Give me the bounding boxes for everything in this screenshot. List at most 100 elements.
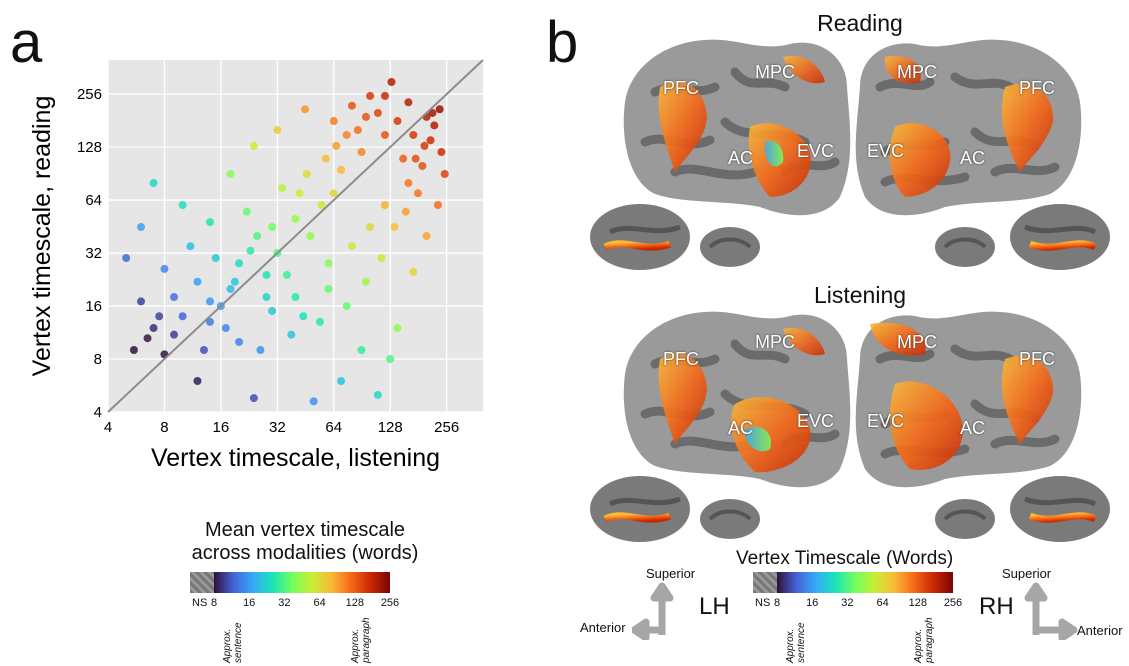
scatter-point bbox=[324, 259, 333, 268]
reading-title: Reading bbox=[817, 10, 903, 36]
colorbar-b-gradient bbox=[777, 572, 953, 593]
colorbar-a-tick-label: 128 bbox=[345, 597, 364, 609]
scatter-point bbox=[137, 222, 146, 231]
scatter-point bbox=[278, 183, 287, 192]
colorbar-a-tick-label: 8 bbox=[210, 597, 218, 609]
scatter-point bbox=[347, 101, 356, 110]
scatter-point bbox=[178, 312, 187, 321]
scatter-point bbox=[366, 222, 375, 231]
roi-label-mpc-right-listening: MPC bbox=[897, 332, 937, 352]
scatter-point bbox=[437, 148, 446, 157]
orientation-right-superior: Superior bbox=[1002, 566, 1052, 581]
scatter-point bbox=[342, 130, 351, 139]
listening-left-flatmap bbox=[623, 311, 851, 488]
scatter-plot: 4 8 16 32 64 128 256 4 8 16 32 64 128 256 Vertex time… bbox=[28, 59, 484, 472]
colorbar-b-tick-label: 64 bbox=[876, 597, 889, 609]
x-tick-label: 8 bbox=[160, 419, 168, 436]
x-tick-label: 256 bbox=[434, 419, 459, 436]
scatter-point bbox=[301, 105, 310, 114]
scatter-point bbox=[226, 284, 235, 293]
scatter-point bbox=[422, 232, 431, 240]
scatter-point bbox=[282, 271, 291, 280]
y-tick-label: 16 bbox=[85, 298, 102, 315]
scatter-point bbox=[242, 207, 251, 216]
roi-label-evc-left-listening: EVC bbox=[797, 411, 835, 431]
hemisphere-label-right: RH bbox=[979, 593, 1014, 620]
roi-label-mpc-left-listening: MPC bbox=[755, 332, 795, 352]
y-tick-label: 4 bbox=[94, 404, 102, 421]
scatter-point bbox=[299, 312, 308, 321]
reading-left-flatmap bbox=[623, 39, 851, 216]
scatter-point bbox=[329, 117, 338, 126]
reading-surface-views bbox=[590, 204, 1110, 270]
scatter-point bbox=[249, 141, 258, 150]
scatter-point bbox=[306, 232, 315, 240]
scatter-point bbox=[418, 161, 427, 170]
scatter-point bbox=[137, 297, 146, 306]
approx-paragraph-line1: Approx. bbox=[913, 628, 924, 663]
scatter-point bbox=[155, 312, 164, 321]
scatter-points bbox=[122, 77, 449, 406]
scatter-point bbox=[332, 141, 341, 150]
panel-letter-a: a bbox=[10, 10, 43, 75]
listening-title: Listening bbox=[813, 282, 907, 308]
colorbar-b-approx-paragraph: Approx. paragraph bbox=[913, 617, 935, 663]
panel-letter-b: b bbox=[546, 10, 579, 75]
scatter-point bbox=[420, 141, 429, 150]
scatter-point bbox=[193, 277, 202, 286]
scatter-point bbox=[386, 355, 395, 364]
scatter-point bbox=[262, 271, 271, 280]
reading-right-flatmap bbox=[855, 39, 1082, 216]
listening-right-flatmap bbox=[855, 311, 1082, 488]
scatter-point bbox=[249, 394, 258, 403]
scatter-point bbox=[337, 165, 346, 174]
scatter-point bbox=[324, 284, 333, 293]
scatter-point bbox=[409, 130, 418, 139]
listening-surface-views bbox=[590, 476, 1110, 542]
scatter-point bbox=[321, 154, 330, 163]
scatter-point bbox=[287, 330, 296, 339]
scatter-point bbox=[291, 214, 300, 223]
scatter-point bbox=[235, 259, 244, 268]
scatter-point bbox=[404, 179, 413, 188]
approx-sentence-line1: Approx. bbox=[785, 628, 796, 663]
colorbar-b-tick-label: 32 bbox=[841, 597, 854, 609]
x-tick-label: 128 bbox=[378, 419, 403, 436]
scatter-point bbox=[347, 242, 356, 251]
scatter-point bbox=[170, 293, 179, 302]
x-tick-label: 64 bbox=[325, 419, 342, 436]
scatter-point bbox=[357, 346, 366, 355]
colorbar-b-tick-label: 8 bbox=[773, 597, 781, 609]
scatter-point bbox=[211, 253, 220, 262]
scatter-point bbox=[178, 201, 187, 210]
colorbar-a-ns-swatch bbox=[190, 572, 214, 593]
scatter-point bbox=[149, 324, 158, 333]
approx-sentence-line1: Approx. bbox=[222, 628, 233, 663]
scatter-point bbox=[268, 222, 277, 231]
scatter-point bbox=[206, 218, 215, 227]
scatter-point bbox=[329, 189, 338, 198]
colorbar-b-ns-swatch bbox=[753, 572, 777, 593]
colorbar-a-approx-sentence: Approx. sentence bbox=[222, 622, 244, 663]
cortical-flatmaps bbox=[590, 39, 1110, 542]
scatter-point bbox=[353, 126, 362, 135]
scatter-point bbox=[404, 98, 413, 107]
y-axis-label: Vertex timescale, reading bbox=[28, 96, 56, 377]
roi-label-ac-left-listening: AC bbox=[728, 418, 754, 438]
roi-label-evc-left-reading: EVC bbox=[797, 141, 835, 161]
colorbar-b-tick-label: 128 bbox=[908, 597, 927, 609]
scatter-point bbox=[399, 154, 408, 163]
orientation-left-superior: Superior bbox=[646, 566, 696, 581]
colorbar-a-tick-label: 256 bbox=[380, 597, 400, 609]
x-tick-label: 4 bbox=[104, 419, 112, 436]
scatter-point bbox=[411, 154, 420, 163]
approx-paragraph-line2: paragraph bbox=[923, 617, 935, 663]
scatter-point bbox=[262, 293, 271, 302]
colorbar-a-title-line1: Mean vertex timescale bbox=[204, 519, 406, 541]
x-axis-label: Vertex timescale, listening bbox=[151, 444, 440, 472]
colorbar-a-gradient bbox=[214, 572, 390, 593]
scatter-point bbox=[235, 337, 244, 346]
identity-line bbox=[107, 59, 484, 413]
scatter-point bbox=[373, 108, 382, 117]
scatter-point bbox=[357, 148, 366, 157]
